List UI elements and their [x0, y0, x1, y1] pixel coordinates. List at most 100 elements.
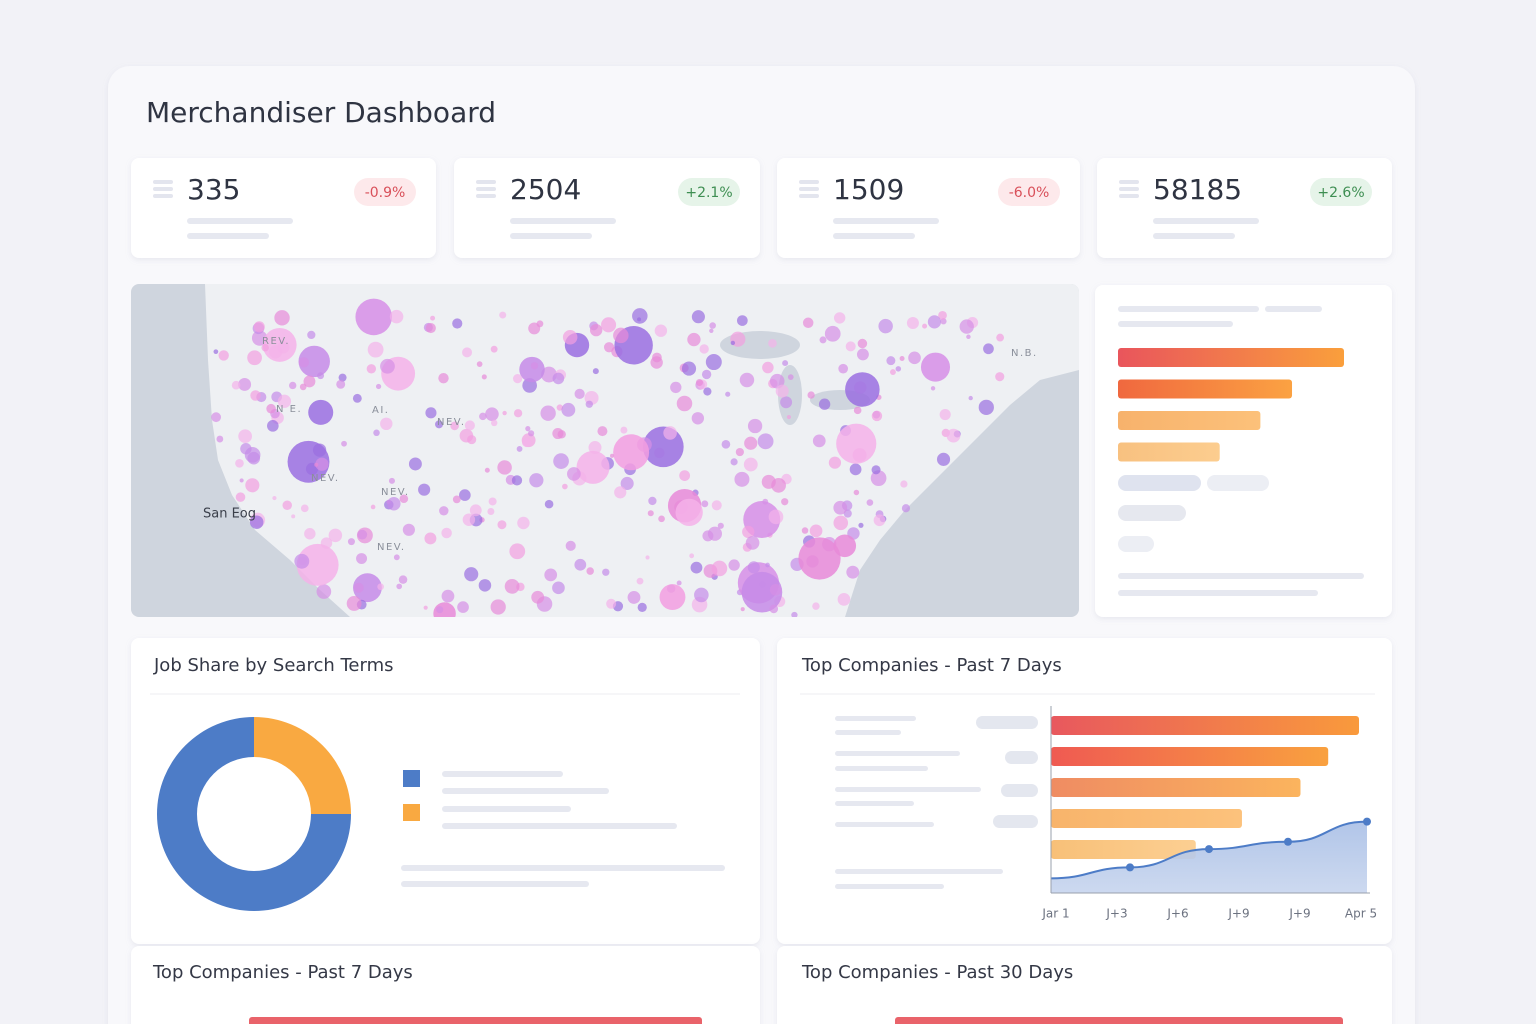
map-bubble	[315, 457, 329, 471]
map-bubble	[268, 345, 283, 359]
donut-segment	[254, 717, 351, 814]
map-label: NEV.	[377, 542, 406, 553]
map-bubble	[689, 553, 695, 559]
map-bubble	[298, 357, 310, 368]
map-bubble	[525, 426, 531, 432]
map-bubble	[298, 345, 330, 378]
map-bubble	[787, 374, 794, 380]
map-bubble	[231, 380, 241, 390]
bar	[1118, 348, 1344, 367]
map-bubble	[765, 562, 770, 568]
map-bubble	[467, 435, 477, 445]
map-bubble	[853, 489, 860, 496]
map-bubble	[250, 390, 261, 401]
kpi-change: +2.1%	[685, 185, 732, 201]
map-bubble	[557, 430, 566, 439]
map-bubble	[373, 429, 380, 437]
map-bubble	[613, 327, 629, 344]
map-bubble	[675, 498, 703, 527]
map-bubble	[895, 366, 902, 372]
map-bubble	[299, 383, 307, 391]
map-bubble	[469, 504, 482, 517]
kpi-change: -6.0%	[1009, 185, 1050, 201]
map-bubble	[398, 575, 408, 584]
kpi-value: 1509	[833, 173, 904, 206]
map-bubble	[235, 458, 244, 468]
map-bubble	[347, 538, 355, 546]
placeholder	[835, 822, 934, 827]
map-bubble	[636, 577, 644, 585]
map-bubble	[481, 374, 487, 380]
placeholder	[153, 187, 173, 191]
kpi-row: 335 -0.9% 2504 +2.1% 1509 -6.0% 58185 +2.6%	[131, 158, 1392, 258]
map-bubble	[601, 317, 617, 333]
map-bubble	[637, 317, 642, 322]
map-bubble	[857, 338, 868, 349]
placeholder	[1153, 233, 1235, 239]
map-bubble	[312, 443, 327, 457]
map-bubble	[253, 321, 265, 333]
map-bubble	[890, 369, 896, 376]
map-bubble	[695, 378, 703, 386]
map-bubble	[509, 543, 526, 560]
map-bubble	[585, 400, 593, 408]
map-bubble	[328, 528, 343, 543]
map-bubble	[487, 507, 495, 515]
kpi-change: -0.9%	[365, 185, 406, 201]
map-bubble	[781, 498, 789, 506]
map-bubble	[786, 414, 792, 420]
line-area	[1051, 821, 1367, 893]
map-bubble	[648, 496, 657, 506]
map-bubble	[757, 433, 774, 450]
map-bubble	[663, 426, 677, 440]
placeholder	[476, 187, 496, 191]
placeholder	[835, 787, 981, 792]
map-bubble	[606, 598, 617, 609]
map-bubble	[802, 317, 814, 329]
placeholder	[835, 869, 1003, 874]
map-bubble	[709, 322, 716, 329]
map-bubble	[418, 483, 431, 496]
map-bubble	[614, 486, 627, 499]
map-bubble	[645, 555, 650, 560]
map-label: NEV.	[437, 417, 466, 428]
map-bubble	[959, 319, 974, 334]
map-label: AI.	[372, 405, 389, 416]
map-bubble	[613, 434, 650, 471]
map-label: NEV.	[311, 473, 340, 484]
map-bubble	[438, 372, 449, 384]
map-bubble	[995, 372, 1005, 382]
map-bubble	[711, 500, 722, 511]
placeholder	[1119, 194, 1139, 198]
map-bubble	[775, 384, 789, 398]
map-bubble	[457, 601, 469, 613]
map-bubble	[871, 410, 883, 422]
map-bubble	[734, 471, 750, 487]
placeholder	[153, 194, 173, 198]
placeholder	[993, 815, 1038, 828]
map-bubble	[592, 368, 599, 375]
bar-preview	[895, 1017, 1343, 1024]
bar	[1051, 747, 1329, 766]
x-tick-label: J+9	[1288, 907, 1310, 921]
map-bubble	[499, 311, 507, 319]
map-bubble	[352, 393, 362, 403]
map-bubble	[478, 579, 492, 592]
map-bubble	[462, 347, 473, 358]
map-label: REV.	[262, 336, 290, 347]
placeholder	[1118, 573, 1364, 579]
map-bubble	[736, 315, 748, 326]
bar	[1118, 411, 1261, 430]
map-bubble	[574, 558, 587, 571]
map-bubble	[245, 478, 260, 493]
map-label: N.B.	[1011, 348, 1038, 359]
map-bubble	[519, 356, 545, 383]
map-bubble	[824, 325, 841, 342]
map-bubble	[389, 309, 404, 324]
map-bubble	[837, 593, 851, 606]
map-bubble	[497, 460, 512, 475]
map-bubble	[536, 320, 544, 328]
kpi-value: 335	[187, 173, 240, 206]
map-bubble	[504, 578, 520, 594]
